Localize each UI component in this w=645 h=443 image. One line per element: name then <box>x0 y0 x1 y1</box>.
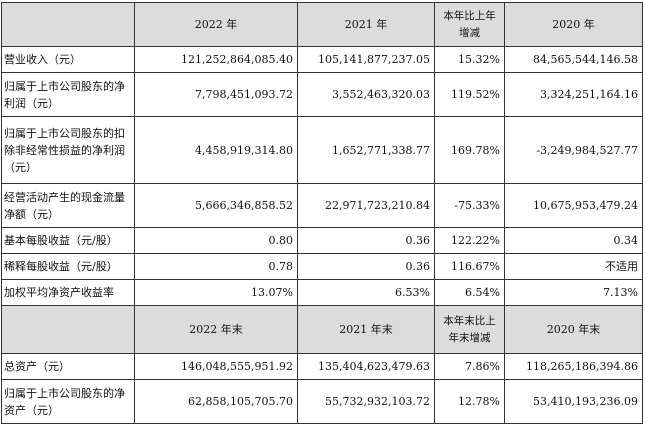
table-row: 经营活动产生的现金流量净额（元） 5,666,346,858.52 22,971… <box>1 183 643 228</box>
value-2021: 3,552,463,320.03 <box>297 72 435 117</box>
value-2022: 121,252,864,085.40 <box>134 46 298 73</box>
header-row-year-end: 2022 年末 2021 年末 本年末比上年末增减 2020 年末 <box>1 305 643 354</box>
value-2021: 0.36 <box>297 227 435 254</box>
table-row: 营业收入（元） 121,252,864,085.40 105,141,877,2… <box>1 46 643 73</box>
value-2021: 105,141,877,237.05 <box>297 46 435 73</box>
value-2021: 0.36 <box>297 253 435 280</box>
value-2020: 10,675,953,479.24 <box>504 183 643 228</box>
table-row: 归属于上市公司股东的扣除非经常性损益的净利润（元） 4,458,919,314.… <box>1 116 643 184</box>
table-row: 归属于上市公司股东的净利润（元） 7,798,451,093.72 3,552,… <box>1 72 643 117</box>
header-2020-end: 2020 年末 <box>504 305 643 354</box>
value-2021: 55,732,932,103.72 <box>297 379 435 424</box>
value-change: 7.86% <box>434 353 505 380</box>
value-2022: 5,666,346,858.52 <box>134 183 298 228</box>
header-2021-end: 2021 年末 <box>297 305 435 354</box>
value-2020: 84,565,544,146.58 <box>504 46 643 73</box>
value-change: 122.22% <box>434 227 505 254</box>
financial-data-table: 2022 年 2021 年 本年比上年增减 2020 年 营业收入（元） 121… <box>1 2 643 424</box>
row-label: 归属于上市公司股东的净利润（元） <box>1 72 135 117</box>
value-2020: 不适用 <box>504 253 643 280</box>
value-2021: 6.53% <box>297 279 435 306</box>
row-label: 营业收入（元） <box>1 46 135 73</box>
value-2020: 118,265,186,394.86 <box>504 353 643 380</box>
row-label: 归属于上市公司股东的净资产（元） <box>1 379 135 424</box>
value-change: -75.33% <box>434 183 505 228</box>
value-2020: -3,249,984,527.77 <box>504 116 643 184</box>
table-row: 加权平均净资产收益率 13.07% 6.53% 6.54% 7.13% <box>1 279 643 306</box>
table-row: 归属于上市公司股东的净资产（元） 62,858,105,705.70 55,73… <box>1 379 643 424</box>
header-blank-cell <box>1 305 135 354</box>
header-change-end: 本年末比上年末增减 <box>434 305 505 354</box>
value-change: 15.32% <box>434 46 505 73</box>
row-label: 归属于上市公司股东的扣除非经常性损益的净利润（元） <box>1 116 135 184</box>
table-row: 基本每股收益（元/股） 0.80 0.36 122.22% 0.34 <box>1 227 643 254</box>
row-label: 加权平均净资产收益率 <box>1 279 135 306</box>
value-2022: 62,858,105,705.70 <box>134 379 298 424</box>
value-2022: 13.07% <box>134 279 298 306</box>
value-2022: 0.78 <box>134 253 298 280</box>
value-change: 119.52% <box>434 72 505 117</box>
value-2021: 135,404,623,479.63 <box>297 353 435 380</box>
header-2020: 2020 年 <box>504 2 643 47</box>
header-2022-end: 2022 年末 <box>134 305 298 354</box>
row-label: 稀释每股收益（元/股） <box>1 253 135 280</box>
table-row: 稀释每股收益（元/股） 0.78 0.36 116.67% 不适用 <box>1 253 643 280</box>
value-2020: 53,410,193,236.09 <box>504 379 643 424</box>
row-label: 经营活动产生的现金流量净额（元） <box>1 183 135 228</box>
value-2022: 146,048,555,951.92 <box>134 353 298 380</box>
value-2022: 0.80 <box>134 227 298 254</box>
row-label: 基本每股收益（元/股） <box>1 227 135 254</box>
value-2020: 7.13% <box>504 279 643 306</box>
value-2022: 4,458,919,314.80 <box>134 116 298 184</box>
value-change: 169.78% <box>434 116 505 184</box>
value-2022: 7,798,451,093.72 <box>134 72 298 117</box>
header-2022: 2022 年 <box>134 2 298 47</box>
value-change: 12.78% <box>434 379 505 424</box>
value-2020: 0.34 <box>504 227 643 254</box>
value-change: 116.67% <box>434 253 505 280</box>
header-change: 本年比上年增减 <box>434 2 505 47</box>
value-change: 6.54% <box>434 279 505 306</box>
row-label: 总资产（元） <box>1 353 135 380</box>
header-2021: 2021 年 <box>297 2 435 47</box>
value-2020: 3,324,251,164.16 <box>504 72 643 117</box>
header-blank-cell <box>1 2 135 47</box>
value-2021: 1,652,771,338.77 <box>297 116 435 184</box>
value-2021: 22,971,723,210.84 <box>297 183 435 228</box>
table-row: 总资产（元） 146,048,555,951.92 135,404,623,47… <box>1 353 643 380</box>
header-row-annual: 2022 年 2021 年 本年比上年增减 2020 年 <box>1 2 643 47</box>
